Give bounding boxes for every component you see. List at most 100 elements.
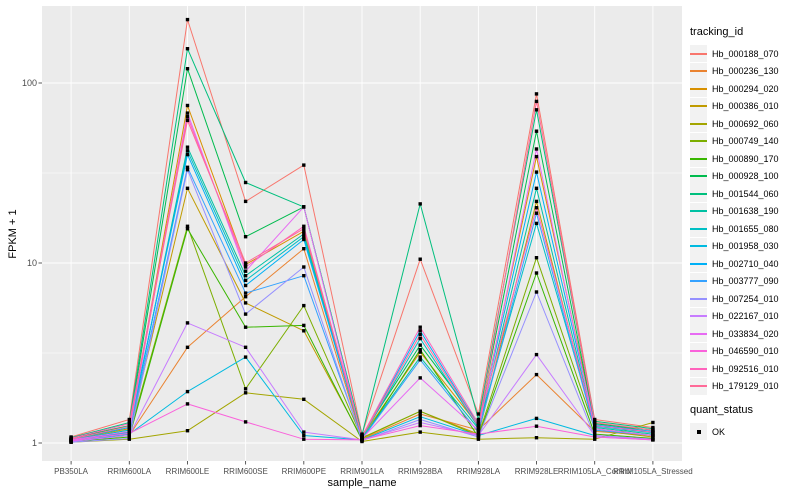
data-point xyxy=(185,402,190,406)
legend-key-line-icon xyxy=(690,150,707,168)
legend-key-line-icon xyxy=(690,360,707,378)
legend-item-label: Hb_003777_090 xyxy=(712,276,779,287)
data-point xyxy=(534,99,539,104)
data-point xyxy=(302,237,306,242)
legend-item-Hb_000692_060: Hb_000692_060 xyxy=(690,115,800,133)
ok-square-marker-icon xyxy=(690,423,707,441)
legend-item-label: Hb_000692_060 xyxy=(712,118,779,129)
data-point xyxy=(418,325,422,329)
data-point xyxy=(651,433,655,438)
legend-item-Hb_000928_100: Hb_000928_100 xyxy=(690,167,800,186)
data-point xyxy=(418,423,422,428)
data-point xyxy=(302,433,306,438)
data-point xyxy=(185,165,190,169)
legend-quant-status-title: quant_status xyxy=(690,404,753,416)
legend-item-label: Hb_022167_010 xyxy=(712,311,779,322)
data-point xyxy=(127,433,131,438)
y-tick-label: 1 xyxy=(31,438,37,448)
data-point xyxy=(302,303,306,308)
data-point xyxy=(534,129,539,133)
data-point xyxy=(185,152,190,157)
legend-item-label: Hb_000188_070 xyxy=(712,48,779,59)
legend-key-line-icon xyxy=(690,272,707,290)
x-tick-label: RRIM600LA xyxy=(107,467,152,476)
data-point xyxy=(476,432,481,436)
data-point xyxy=(243,420,248,424)
data-point xyxy=(302,397,306,401)
data-point xyxy=(302,224,306,228)
x-tick-label: RRIM600SE xyxy=(223,467,268,476)
legend-key-line-icon xyxy=(690,307,707,325)
data-point xyxy=(360,435,364,439)
legend-key-line-icon xyxy=(690,62,707,80)
data-point xyxy=(185,67,190,71)
legend-item-label: Hb_000890_170 xyxy=(712,153,779,164)
data-point xyxy=(651,430,655,434)
legend-item-ok: OK xyxy=(690,423,800,441)
data-point xyxy=(534,147,539,151)
data-point xyxy=(243,274,248,278)
data-point xyxy=(243,312,248,316)
data-point xyxy=(418,355,422,359)
data-point xyxy=(243,295,248,299)
legend-item-label: Hb_007254_010 xyxy=(712,293,779,304)
x-tick-label: RRIM600LE xyxy=(165,467,210,476)
data-point xyxy=(185,227,190,231)
data-point xyxy=(476,430,481,434)
legend-item-Hb_001655_080: Hb_001655_080 xyxy=(690,220,800,238)
data-point xyxy=(651,420,655,425)
data-point xyxy=(127,424,131,428)
legend-key-line-icon xyxy=(690,202,707,220)
data-point xyxy=(302,163,306,167)
legend-key-line-icon xyxy=(690,115,707,133)
legend-item-Hb_000294_020: Hb_000294_020 xyxy=(690,80,800,98)
legend-key-line-icon xyxy=(690,97,707,115)
data-point xyxy=(534,256,539,260)
data-point xyxy=(302,247,306,251)
data-point xyxy=(185,47,190,51)
data-point xyxy=(185,429,190,433)
data-point xyxy=(302,323,306,328)
legend-item-Hb_000236_130: Hb_000236_130 xyxy=(690,62,800,81)
data-point xyxy=(185,149,190,153)
data-point xyxy=(651,438,655,442)
legend-item-Hb_000749_140: Hb_000749_140 xyxy=(690,132,800,151)
data-point xyxy=(418,376,422,380)
legend-item-label: Hb_001958_030 xyxy=(712,241,779,252)
data-point xyxy=(476,417,481,422)
x-tick-label: RRIM600PE xyxy=(281,467,327,476)
data-point xyxy=(418,348,422,352)
data-point xyxy=(534,290,539,294)
data-point xyxy=(185,118,190,123)
legend-key-line-icon xyxy=(690,290,707,308)
y-tick-label: 10 xyxy=(26,258,37,268)
data-point xyxy=(243,391,248,395)
data-point xyxy=(418,329,422,333)
x-tick-label: PB350LA xyxy=(54,467,88,476)
legend-key-line-icon xyxy=(690,325,707,343)
data-point xyxy=(302,229,306,233)
legend-key-line-icon xyxy=(690,132,707,150)
x-tick-label: RRIM105LA_Stressed xyxy=(613,467,693,476)
x-tick-label: RRIM928BA xyxy=(397,467,443,476)
data-point xyxy=(418,358,422,362)
data-point xyxy=(185,224,190,228)
data-point xyxy=(534,271,539,275)
data-point xyxy=(534,199,539,204)
data-point xyxy=(185,111,190,115)
data-point xyxy=(185,115,190,119)
data-point xyxy=(651,428,655,432)
legend-item-Hb_033834_020: Hb_033834_020 xyxy=(690,325,800,343)
x-tick-label: RRIM105LA_Control xyxy=(557,467,632,476)
data-point xyxy=(593,435,597,439)
legend-item-Hb_000386_010: Hb_000386_010 xyxy=(690,97,800,116)
legend-key-line-icon xyxy=(690,45,707,63)
data-point xyxy=(243,355,248,359)
legend-item-Hb_000188_070: Hb_000188_070 xyxy=(690,45,800,63)
data-point xyxy=(69,437,73,441)
legend: tracking_id Hb_000188_070 Hb_000236_130 Hb… xyxy=(690,26,800,441)
data-point xyxy=(418,409,422,413)
legend-item-Hb_179129_010: Hb_179129_010 xyxy=(690,377,800,396)
data-point xyxy=(302,274,306,278)
data-point xyxy=(534,221,539,226)
